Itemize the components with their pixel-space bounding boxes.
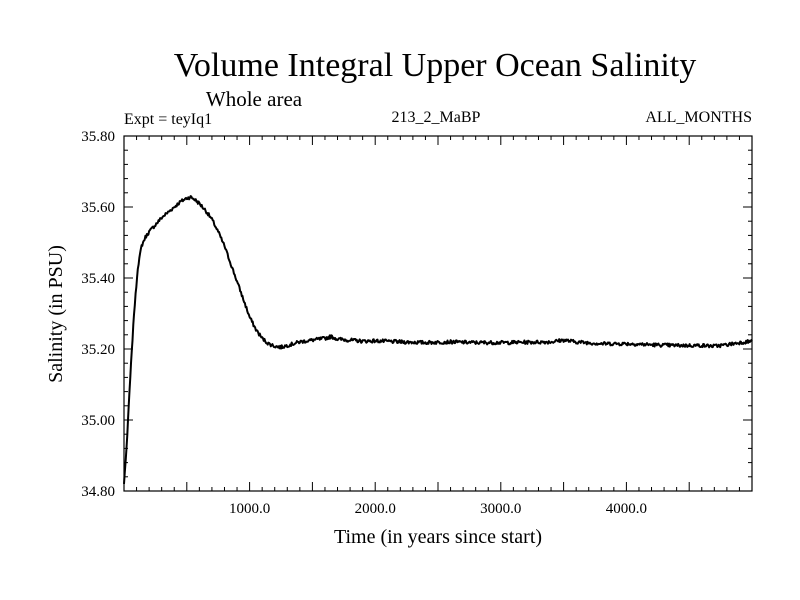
y-tick-label: 34.80 (81, 484, 115, 500)
y-tick-label: 35.40 (81, 271, 115, 287)
x-tick-label: 2000.0 (355, 501, 396, 517)
x-axis-label: Time (in years since start) (334, 526, 542, 548)
run-label: 213_2_MaBP (392, 109, 481, 126)
salinity-series-line (123, 195, 753, 484)
x-tick-label: 1000.0 (229, 501, 270, 517)
tick-labels: 1000.0 2000.0 3000.0 4000.0 34.80 35.00 35.20 3… (81, 129, 647, 517)
y-tick-label: 35.80 (81, 129, 115, 145)
y-axis-label: Salinity (in PSU) (45, 245, 67, 383)
plot-frame (123, 135, 753, 492)
y-tick-label: 35.00 (81, 413, 115, 429)
x-tick-label: 3000.0 (480, 501, 521, 517)
axis-ticks (123, 135, 753, 492)
y-tick-label: 35.60 (81, 200, 115, 216)
chart-subtitle: Whole area (206, 87, 303, 111)
y-tick-label: 35.20 (81, 342, 115, 358)
x-tick-label: 4000.0 (606, 501, 647, 517)
period-label: ALL_MONTHS (645, 109, 752, 126)
experiment-label: Expt = teyIq1 (124, 111, 212, 128)
chart-title: Volume Integral Upper Ocean Salinity (174, 47, 696, 84)
